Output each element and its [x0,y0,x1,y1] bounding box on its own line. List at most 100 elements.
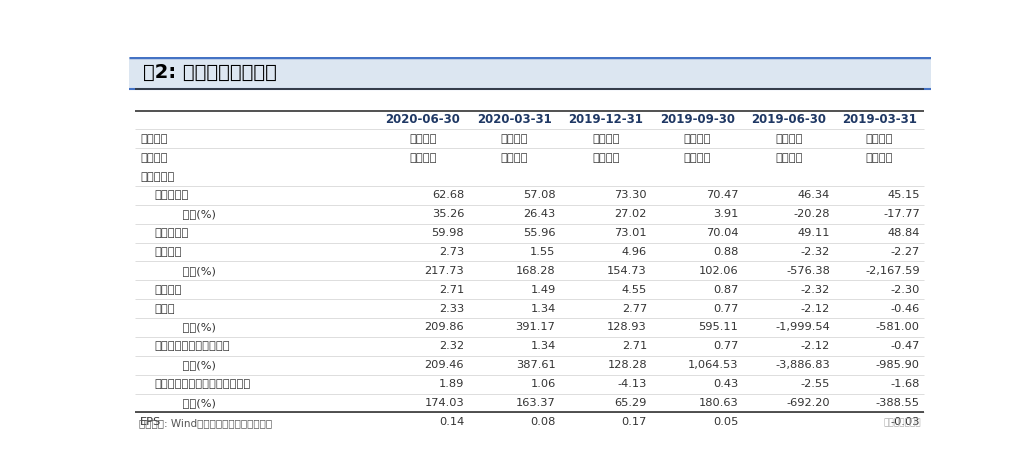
Text: 2020-03-31: 2020-03-31 [477,113,552,126]
Text: -17.77: -17.77 [883,209,920,219]
Text: -2.12: -2.12 [800,303,830,313]
Text: 4.55: 4.55 [621,285,647,295]
Text: 合并报表: 合并报表 [865,153,893,163]
Text: 3.91: 3.91 [713,209,738,219]
Text: 209.86: 209.86 [424,322,464,332]
Text: 国信电子研究所: 国信电子研究所 [884,419,921,428]
Text: 0.88: 0.88 [713,247,738,257]
Text: 154.73: 154.73 [607,266,647,276]
Text: 209.46: 209.46 [425,360,464,370]
Bar [129,57,931,89]
Text: 174.03: 174.03 [424,398,464,408]
Text: 利润总额: 利润总额 [154,285,182,295]
Text: 180.63: 180.63 [699,398,738,408]
Text: 同比(%): 同比(%) [168,398,216,408]
Text: 2020-06-30: 2020-06-30 [386,113,460,126]
Text: 595.11: 595.11 [699,322,738,332]
Text: 资料来源: Wind、国信证券经济研究所整理: 资料来源: Wind、国信证券经济研究所整理 [139,418,272,428]
Text: 49.11: 49.11 [797,228,830,238]
Text: -985.90: -985.90 [876,360,920,370]
Text: 同比(%): 同比(%) [168,360,216,370]
Text: 归属母公司股东的净利润: 归属母公司股东的净利润 [154,341,230,351]
Text: -1.68: -1.68 [890,379,920,389]
Text: -692.20: -692.20 [786,398,830,408]
Text: 102.06: 102.06 [699,266,738,276]
Text: 128.28: 128.28 [607,360,647,370]
Text: -0.47: -0.47 [890,341,920,351]
Text: 营业总成本: 营业总成本 [154,228,188,238]
Text: -581.00: -581.00 [876,322,920,332]
Text: -2.27: -2.27 [890,247,920,257]
Text: 128.93: 128.93 [607,322,647,332]
Text: 0.08: 0.08 [530,417,555,427]
Text: -2,167.59: -2,167.59 [865,266,920,276]
Text: -2.32: -2.32 [800,247,830,257]
Text: 1.34: 1.34 [530,341,555,351]
Text: 2019-09-30: 2019-09-30 [660,113,735,126]
Text: -2.32: -2.32 [800,285,830,295]
Text: 同比(%): 同比(%) [168,322,216,332]
Text: 第四季度: 第四季度 [592,134,619,144]
Text: 同比(%): 同比(%) [168,266,216,276]
Text: 1.89: 1.89 [438,379,464,389]
Text: -3,886.83: -3,886.83 [776,360,830,370]
Text: 391.17: 391.17 [516,322,555,332]
Text: 第二季度: 第二季度 [409,134,436,144]
Text: 4.96: 4.96 [621,247,647,257]
Text: 27.02: 27.02 [614,209,647,219]
Text: 报表类型: 报表类型 [140,153,168,163]
Text: -4.13: -4.13 [617,379,647,389]
Text: 0.14: 0.14 [438,417,464,427]
Text: -0.03: -0.03 [890,417,920,427]
Text: 26.43: 26.43 [523,209,555,219]
Text: 2.32: 2.32 [438,341,464,351]
Text: 217.73: 217.73 [424,266,464,276]
Text: 第三季度: 第三季度 [683,134,711,144]
Text: -2.30: -2.30 [890,285,920,295]
Text: 同比(%): 同比(%) [168,209,216,219]
Text: 合并报表: 合并报表 [409,153,436,163]
Text: -576.38: -576.38 [786,266,830,276]
Text: 第一季度: 第一季度 [865,134,893,144]
Text: 55.96: 55.96 [523,228,555,238]
Text: 1.34: 1.34 [530,303,555,313]
Text: -0.46: -0.46 [890,303,920,313]
Text: 0.87: 0.87 [713,285,738,295]
Text: 2.77: 2.77 [621,303,647,313]
Text: -388.55: -388.55 [876,398,920,408]
Text: 70.47: 70.47 [706,190,738,201]
Text: 59.98: 59.98 [431,228,464,238]
Text: 62.68: 62.68 [432,190,464,201]
Text: 合并报表: 合并报表 [500,153,528,163]
Text: 合并报表: 合并报表 [592,153,619,163]
Text: 73.30: 73.30 [614,190,647,201]
Text: 163.37: 163.37 [516,398,555,408]
Text: 57.08: 57.08 [523,190,555,201]
Text: EPS: EPS [140,417,161,427]
Text: -2.55: -2.55 [800,379,830,389]
Text: 扣非后归属母公司股东的净利润: 扣非后归属母公司股东的净利润 [154,379,250,389]
Text: 合并报表: 合并报表 [683,153,711,163]
Text: 387.61: 387.61 [516,360,555,370]
Text: 2.71: 2.71 [438,285,464,295]
Text: 净利润: 净利润 [154,303,175,313]
Text: 46.34: 46.34 [797,190,830,201]
Text: 报告类型: 报告类型 [140,134,168,144]
Text: 0.77: 0.77 [713,341,738,351]
Text: 45.15: 45.15 [887,190,920,201]
Text: 73.01: 73.01 [614,228,647,238]
Text: -2.12: -2.12 [800,341,830,351]
Text: 168.28: 168.28 [516,266,555,276]
Text: 第二季度: 第二季度 [776,134,802,144]
Text: 第一季度: 第一季度 [500,134,528,144]
Text: 2.73: 2.73 [438,247,464,257]
Text: 2019-12-31: 2019-12-31 [569,113,643,126]
Text: 1.06: 1.06 [530,379,555,389]
Text: 65.29: 65.29 [614,398,647,408]
Text: 48.84: 48.84 [887,228,920,238]
Text: 0.43: 0.43 [713,379,738,389]
Text: 2019-06-30: 2019-06-30 [752,113,826,126]
Text: 1.55: 1.55 [530,247,555,257]
Text: 35.26: 35.26 [431,209,464,219]
Text: 利润表摘要: 利润表摘要 [140,171,175,182]
